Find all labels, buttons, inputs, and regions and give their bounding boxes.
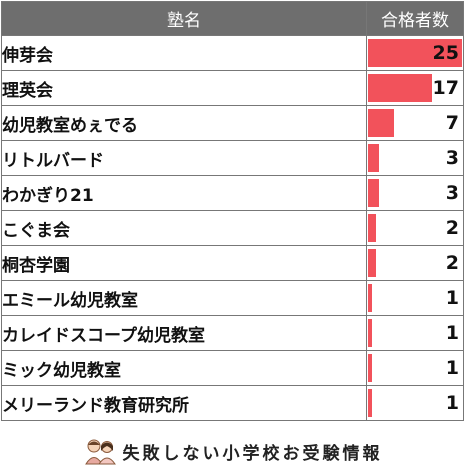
school-name: エミール幼児教室: [1, 280, 367, 316]
table-row: 理英会 17: [1, 70, 464, 106]
pass-count-cell: 17: [366, 70, 464, 106]
pass-count-bar: [368, 284, 372, 312]
pass-count-label: 7: [445, 112, 459, 134]
pass-count-bar: [368, 389, 372, 417]
footer: 失敗しない小学校お受験情報: [0, 434, 465, 468]
parents-illustration-icon: [84, 439, 116, 465]
header-school-name: 塾名: [1, 1, 367, 36]
school-name: 伸芽会: [1, 35, 367, 71]
table-row: ミック幼児教室 1: [1, 350, 464, 386]
pass-count-label: 1: [445, 322, 459, 344]
footer-site-name: 失敗しない小学校お受験情報: [122, 443, 383, 464]
pass-count-label: 1: [445, 392, 459, 414]
school-name: わかぎり21: [1, 175, 367, 211]
pass-count-bar: [368, 144, 379, 172]
school-name: 桐杏学園: [1, 245, 367, 281]
pass-count-bar: [368, 39, 462, 67]
pass-count-cell: 1: [366, 385, 464, 421]
pass-count-cell: 1: [366, 315, 464, 351]
pass-count-label: 17: [432, 77, 459, 99]
pass-count-cell: 7: [366, 105, 464, 141]
pass-count-cell: 2: [366, 245, 464, 281]
pass-count-label: 2: [445, 217, 459, 239]
table-row: メリーランド教育研究所 1: [1, 385, 464, 421]
table-row: こぐま会 2: [1, 210, 464, 246]
pass-count-bar: [368, 214, 376, 242]
pass-count-label: 25: [432, 42, 459, 64]
pass-count-bar: [368, 249, 376, 277]
table-row: 伸芽会 25: [1, 35, 464, 71]
pass-count-cell: 3: [366, 140, 464, 176]
pass-count-cell: 3: [366, 175, 464, 211]
school-name: リトルバード: [1, 140, 367, 176]
school-name: 理英会: [1, 70, 367, 106]
pass-count-cell: 1: [366, 350, 464, 386]
ranking-table: 塾名 合格者数 伸芽会 25 理英会 17 幼児教室めぇでる 7 リトルバード 3 わかぎり21…: [1, 1, 464, 421]
school-name: メリーランド教育研究所: [1, 385, 367, 421]
table-row: エミール幼児教室 1: [1, 280, 464, 316]
pass-count-cell: 2: [366, 210, 464, 246]
school-name: 幼児教室めぇでる: [1, 105, 367, 141]
header-row: 塾名 合格者数: [1, 1, 464, 36]
pass-count-label: 3: [445, 147, 459, 169]
header-pass-count: 合格者数: [366, 1, 464, 36]
table-row: 桐杏学園 2: [1, 245, 464, 281]
school-name: こぐま会: [1, 210, 367, 246]
school-name: カレイドスコープ幼児教室: [1, 315, 367, 351]
pass-count-label: 1: [445, 357, 459, 379]
pass-count-cell: 25: [366, 35, 464, 71]
pass-count-bar: [368, 179, 379, 207]
table-row: カレイドスコープ幼児教室 1: [1, 315, 464, 351]
pass-count-bar: [368, 354, 372, 382]
pass-count-bar: [368, 319, 372, 347]
table-row: わかぎり21 3: [1, 175, 464, 211]
table-row: 幼児教室めぇでる 7: [1, 105, 464, 141]
school-name: ミック幼児教室: [1, 350, 367, 386]
table-row: リトルバード 3: [1, 140, 464, 176]
pass-count-bar: [368, 109, 394, 137]
pass-count-bar: [368, 74, 432, 102]
pass-count-cell: 1: [366, 280, 464, 316]
pass-count-label: 2: [445, 252, 459, 274]
pass-count-label: 3: [445, 182, 459, 204]
table-body: 伸芽会 25 理英会 17 幼児教室めぇでる 7 リトルバード 3 わかぎり21 3 こぐま会 2 桐杏…: [1, 35, 464, 421]
pass-count-label: 1: [445, 287, 459, 309]
